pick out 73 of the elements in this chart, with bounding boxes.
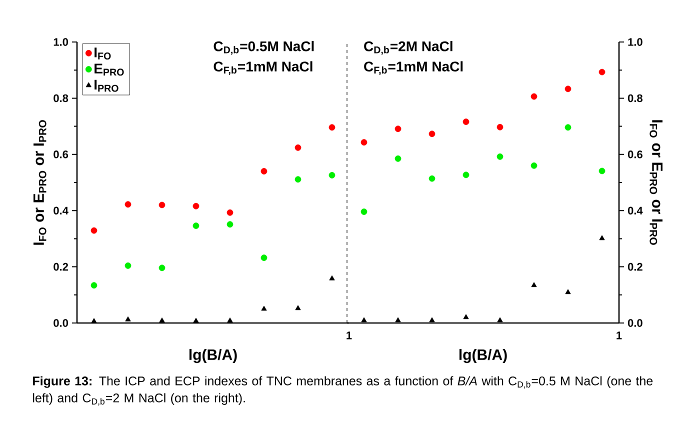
- annotation: C$_{D,b}$=0.5M NaCl: [214, 40, 314, 55]
- annotation: C$_{F,b}$=1mM NaCl: [364, 61, 463, 76]
- point: [395, 317, 401, 322]
- point: [429, 317, 435, 322]
- point: [530, 162, 538, 169]
- point: [124, 262, 132, 269]
- point: [294, 176, 302, 183]
- point: [260, 168, 268, 174]
- point: [158, 264, 166, 272]
- point: [192, 202, 200, 210]
- point: [462, 172, 470, 178]
- point: [125, 316, 131, 322]
- point: [598, 68, 606, 76]
- point: [226, 209, 234, 216]
- point: [462, 118, 470, 125]
- point: [564, 124, 572, 131]
- point: [124, 201, 132, 208]
- y-tick-label: 0.2: [628, 262, 642, 271]
- point: [428, 130, 436, 138]
- y-axis-title: I$_{FO}$ or E$_{PRO}$ or I$_{PRO}$: [650, 120, 662, 245]
- y-tick-label: 0.4: [54, 206, 68, 214]
- point: [598, 168, 606, 174]
- point: [497, 317, 503, 322]
- point: [531, 282, 537, 288]
- point: [496, 153, 504, 160]
- point: [90, 282, 98, 289]
- point: [226, 221, 234, 228]
- y-tick-label: 1.0: [628, 38, 642, 46]
- point: [360, 139, 368, 146]
- point: [530, 93, 538, 100]
- point: [329, 275, 335, 280]
- y-tick-label: 0.2: [54, 262, 68, 271]
- y-axis-title: I$_{FO}$ or E$_{PRO}$ or I$_{PRO}$: [34, 120, 46, 245]
- point: [192, 222, 200, 229]
- point: [394, 155, 402, 162]
- point: [428, 175, 436, 182]
- annotation: C$_{F,b}$=1mM NaCl: [214, 61, 312, 76]
- point: [261, 306, 267, 311]
- point: [260, 254, 268, 262]
- legend-label: I$_{PRO}$: [94, 80, 118, 92]
- point: [565, 289, 571, 294]
- point: [599, 235, 605, 240]
- point: [193, 318, 199, 323]
- point: [360, 208, 368, 215]
- point: [295, 305, 301, 310]
- text: 1: [346, 332, 352, 340]
- point: [463, 314, 469, 320]
- point: [328, 124, 336, 131]
- point: [90, 227, 98, 234]
- point: [294, 144, 302, 151]
- y-tick-label: 0.8: [628, 94, 642, 102]
- point: [394, 126, 402, 132]
- y-tick-label: 0.6: [54, 150, 68, 158]
- point: [361, 317, 367, 322]
- legend-label: I$_{FO}$: [94, 48, 111, 60]
- y-tick-label: 0.6: [628, 150, 642, 158]
- annotation: C$_{D,b}$=2M NaCl: [364, 40, 452, 55]
- point: [496, 124, 504, 130]
- y-tick-label: 0.8: [54, 94, 68, 102]
- y-tick-label: 0.4: [628, 206, 643, 214]
- y-tick-label: 0.0: [628, 319, 642, 327]
- text: Figure 13: The ICP and ECP indexes of TNC membranes as a function of B/A with C$_{D,b}$=0.5 M NaCl (one the left) and C$_{D,b}$=2 M NaCl (on the right).: [33, 376, 653, 406]
- point: [564, 86, 572, 92]
- text: 1: [616, 332, 622, 340]
- y-tick-label: 1.0: [54, 38, 68, 46]
- x-axis-title: lg(B/A): [459, 349, 507, 364]
- y-tick-label: 0.0: [54, 319, 68, 327]
- point: [158, 202, 166, 208]
- legend-label: E$_{PRO}$: [94, 64, 124, 76]
- point: [159, 318, 165, 322]
- point: [328, 172, 336, 178]
- point: [227, 318, 233, 322]
- x-axis-title: lg(B/A): [189, 349, 237, 364]
